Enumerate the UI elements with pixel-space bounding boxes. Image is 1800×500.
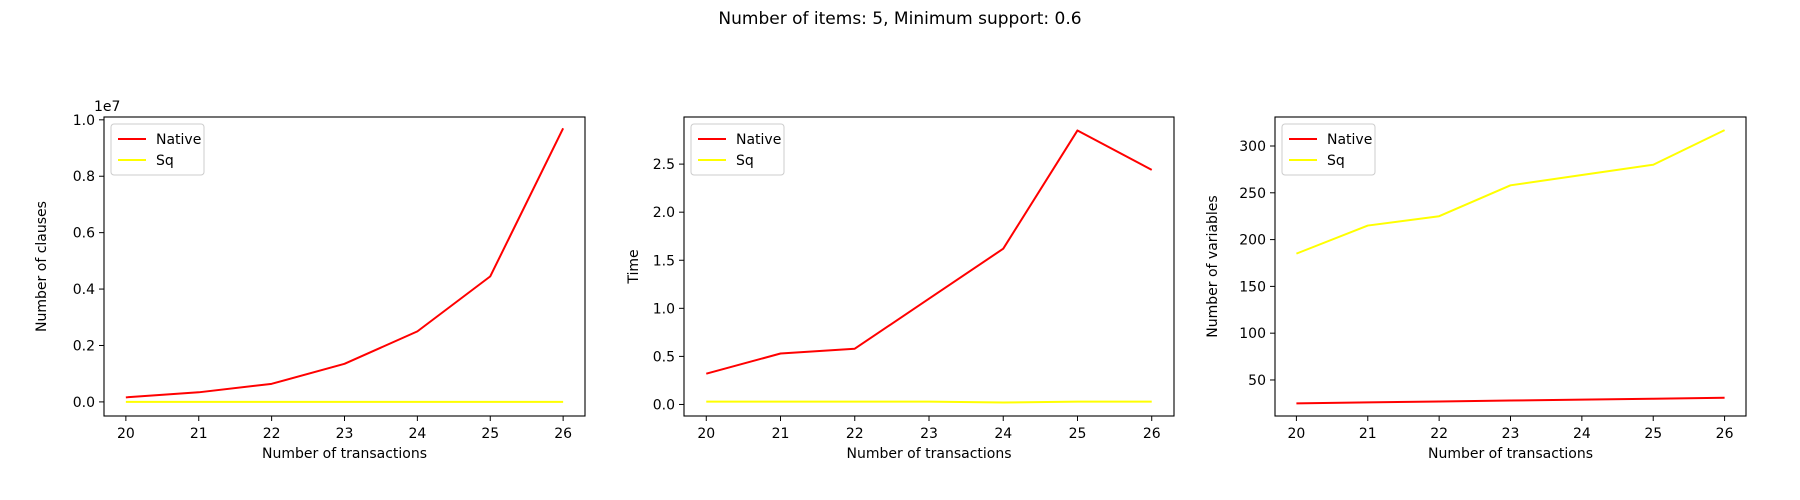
y-tick-label: 50 bbox=[1248, 373, 1266, 389]
chart-3: 20 21 22 23 24 25 26 50 100 150 200 250 300 Number of… bbox=[1205, 116, 1747, 462]
x-tick-label: 21 bbox=[1359, 426, 1377, 442]
x-axis-label: Number of transactions bbox=[262, 446, 427, 462]
y-axis-label: Time bbox=[626, 249, 642, 284]
x-tick-label: 26 bbox=[1143, 426, 1161, 442]
series-line-native bbox=[706, 129, 1153, 375]
x-tick-label: 21 bbox=[190, 426, 208, 442]
x-tick-label: 23 bbox=[920, 426, 938, 442]
y-tick-label: 150 bbox=[1239, 279, 1266, 295]
legend: Native Sq bbox=[110, 123, 205, 176]
y-tick-label: 1.0 bbox=[653, 301, 675, 317]
x-tick-label: 23 bbox=[1502, 426, 1520, 442]
x-tick-label: 26 bbox=[1716, 426, 1734, 442]
x-tick-label: 24 bbox=[1573, 426, 1591, 442]
legend: Native Sq bbox=[1281, 123, 1376, 176]
x-tick-label: 23 bbox=[336, 426, 354, 442]
legend-box bbox=[1281, 123, 1376, 176]
figure-title: Number of items: 5, Minimum support: 0.6 bbox=[718, 9, 1081, 29]
x-tick-label: 24 bbox=[408, 426, 426, 442]
legend-label-native: Native bbox=[736, 132, 781, 148]
y-tick-label: 0.8 bbox=[73, 169, 95, 185]
y-tick-label: 0.2 bbox=[73, 338, 95, 354]
y-tick-label: 100 bbox=[1239, 326, 1266, 342]
series-line-native bbox=[1296, 396, 1725, 405]
x-tick-label: 25 bbox=[1069, 426, 1087, 442]
x-tick-label: 20 bbox=[117, 426, 135, 442]
legend-label-native: Native bbox=[156, 132, 201, 148]
y-axis-label: Number of variables bbox=[1205, 195, 1221, 337]
y-tick-label: 0.0 bbox=[653, 397, 675, 413]
x-tick-label: 20 bbox=[1287, 426, 1305, 442]
legend-label-sq: Sq bbox=[736, 153, 754, 169]
y-tick-label: 200 bbox=[1239, 233, 1266, 249]
y-tick-label: 0.5 bbox=[653, 349, 675, 365]
legend-label-sq: Sq bbox=[156, 153, 174, 169]
y-tick-label: 0.4 bbox=[73, 282, 95, 298]
y-offset-text: 1e7 bbox=[94, 99, 120, 115]
y-tick-label: 2.5 bbox=[653, 157, 675, 173]
legend: Native Sq bbox=[690, 123, 785, 176]
legend-label-native: Native bbox=[1327, 132, 1372, 148]
x-tick-label: 21 bbox=[772, 426, 790, 442]
series-line-native bbox=[125, 127, 565, 399]
y-tick-label: 0.6 bbox=[73, 226, 95, 242]
series-line-sq bbox=[706, 400, 1152, 404]
x-axis-label: Number of transactions bbox=[846, 446, 1011, 462]
x-tick-label: 22 bbox=[846, 426, 864, 442]
y-tick-label: 300 bbox=[1239, 139, 1266, 155]
legend-box bbox=[690, 123, 785, 176]
y-tick-label: 1.5 bbox=[653, 253, 675, 269]
x-tick-label: 25 bbox=[1644, 426, 1662, 442]
x-tick-label: 20 bbox=[697, 426, 715, 442]
x-tick-label: 24 bbox=[994, 426, 1012, 442]
x-tick-label: 22 bbox=[1430, 426, 1448, 442]
x-tick-label: 25 bbox=[481, 426, 499, 442]
y-tick-label: 0.0 bbox=[73, 395, 95, 411]
series-line-sq bbox=[1296, 129, 1726, 255]
legend-box bbox=[110, 123, 205, 176]
y-axis-label: Number of clauses bbox=[34, 201, 50, 332]
x-tick-label: 22 bbox=[263, 426, 281, 442]
x-axis-label: Number of transactions bbox=[1428, 446, 1593, 462]
subplots: 20 21 22 23 24 25 260.00.20.40.60.81.01e7Numbe… bbox=[34, 99, 1747, 462]
y-tick-label: 1.0 bbox=[73, 113, 95, 129]
chart-2: 20 21 22 23 24 25 26 0.0 0.5 1.0 1.5 2.0 2.5 Number o… bbox=[626, 116, 1175, 462]
legend-label-sq: Sq bbox=[1327, 153, 1345, 169]
y-tick-label: 250 bbox=[1239, 186, 1266, 202]
x-tick-label: 26 bbox=[554, 426, 572, 442]
y-tick-label: 2.0 bbox=[653, 205, 675, 221]
